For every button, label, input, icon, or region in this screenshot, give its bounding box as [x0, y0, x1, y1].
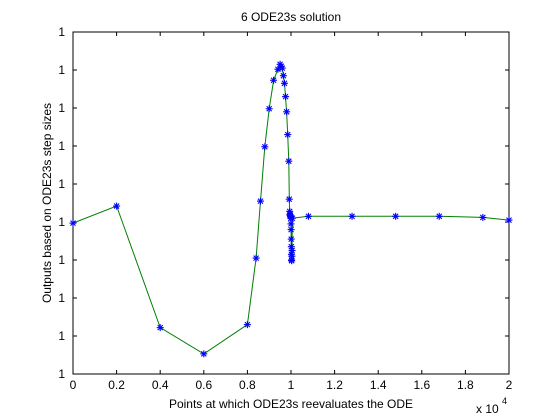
- marker-stroke: [288, 253, 295, 260]
- data-point-marker: [256, 197, 264, 205]
- x-exponent-power: 4: [502, 396, 507, 406]
- marker-stroke: [257, 198, 264, 205]
- marker-stroke: [288, 226, 295, 233]
- data-point-marker: [392, 212, 400, 220]
- data-point-marker: [435, 212, 443, 220]
- x-tick-label: 1.8: [457, 378, 474, 392]
- data-point-marker: [479, 213, 487, 221]
- data-point-marker: [69, 219, 77, 227]
- x-axis-label: Points at which ODE23s reevaluates the O…: [169, 397, 413, 411]
- marker-stroke: [270, 77, 277, 84]
- marker-stroke: [288, 257, 295, 264]
- data-point-marker: [287, 235, 295, 243]
- marker-stroke: [261, 143, 268, 150]
- x-tick-label: 0.6: [195, 378, 212, 392]
- data-point-marker: [288, 214, 296, 222]
- data-point-marker: [113, 202, 121, 210]
- data-point-marker: [200, 350, 208, 358]
- marker-stroke: [288, 220, 294, 227]
- chart-title: 6 ODE23s solution: [241, 10, 341, 24]
- y-tick-label: 1: [58, 101, 65, 115]
- x-tick-label: 1.4: [370, 378, 387, 392]
- marker-stroke: [436, 213, 443, 220]
- x-tick-label: 0.2: [108, 378, 125, 392]
- y-axis-ticks: 1 1 1 1 1 1 1 1 1 1: [58, 25, 509, 381]
- marker-stroke: [285, 158, 292, 165]
- y-tick-label: 1: [58, 63, 65, 77]
- marker-stroke: [253, 255, 260, 262]
- y-tick-label: 1: [58, 367, 65, 381]
- x-tick-label: 2: [506, 378, 513, 392]
- x-tick-label: 0.4: [152, 378, 169, 392]
- marker-stroke: [70, 220, 76, 227]
- data-point-marker: [284, 131, 292, 139]
- data-point-marker: [280, 79, 288, 87]
- data-point-marker: [252, 254, 260, 262]
- marker-stroke: [157, 324, 164, 331]
- y-tick-label: 1: [58, 177, 65, 191]
- marker-stroke: [281, 80, 288, 87]
- marker-stroke: [349, 213, 355, 220]
- marker-stroke: [286, 196, 293, 203]
- data-point-marker: [265, 105, 273, 113]
- marker-stroke: [392, 213, 399, 220]
- data-point-marker: [261, 143, 269, 151]
- marker-stroke: [479, 214, 486, 221]
- data-point-marker: [278, 64, 286, 72]
- marker-stroke: [288, 236, 295, 243]
- data-point-marker: [348, 212, 356, 220]
- marker-stroke: [289, 247, 295, 254]
- y-tick-label: 1: [58, 253, 65, 267]
- marker-stroke: [200, 350, 207, 357]
- data-point-marker: [270, 76, 278, 84]
- marker-stroke: [279, 65, 286, 72]
- data-point-marker: [282, 93, 290, 101]
- x-tick-label: 0.8: [239, 378, 256, 392]
- marker-stroke: [305, 213, 312, 220]
- y-axis-label: Outputs based on ODE23s step sizes: [40, 103, 54, 303]
- marker-stroke: [282, 93, 289, 100]
- marker-stroke: [113, 203, 120, 209]
- marker-stroke: [284, 131, 291, 138]
- data-point-marker: [243, 321, 251, 329]
- data-point-marker: [285, 157, 293, 165]
- y-tick-label: 1: [58, 329, 65, 343]
- marker-stroke: [280, 72, 287, 79]
- marker-stroke: [244, 321, 251, 328]
- data-point-marker: [283, 108, 291, 116]
- marker-stroke: [266, 105, 273, 112]
- data-point-marker: [287, 226, 295, 234]
- plot-area: [72, 31, 510, 375]
- marker-stroke: [506, 217, 512, 224]
- x-tick-label: 0: [70, 378, 77, 392]
- y-tick-label: 1: [58, 139, 65, 153]
- series-layer: [69, 60, 513, 358]
- marker-stroke: [289, 215, 296, 222]
- x-tick-label: 1.6: [413, 378, 430, 392]
- data-point-marker: [304, 212, 312, 220]
- y-tick-label: 1: [58, 25, 65, 39]
- x-tick-label: 1.2: [326, 378, 343, 392]
- marker-stroke: [283, 108, 290, 115]
- data-point-marker: [288, 247, 296, 254]
- x-axis-ticks: 0 0.2 0.4 0.6 0.8 1 1.2 1.4 1.6 1.8 2: [70, 32, 513, 392]
- x-tick-label: 1: [288, 378, 295, 392]
- data-point-marker: [156, 324, 164, 332]
- data-point-marker: [505, 216, 513, 224]
- data-point-marker: [285, 195, 293, 203]
- y-tick-label: 1: [58, 291, 65, 305]
- y-tick-label: 1: [58, 215, 65, 229]
- x-exponent-label: x 10: [476, 402, 499, 416]
- data-point-marker: [279, 72, 287, 80]
